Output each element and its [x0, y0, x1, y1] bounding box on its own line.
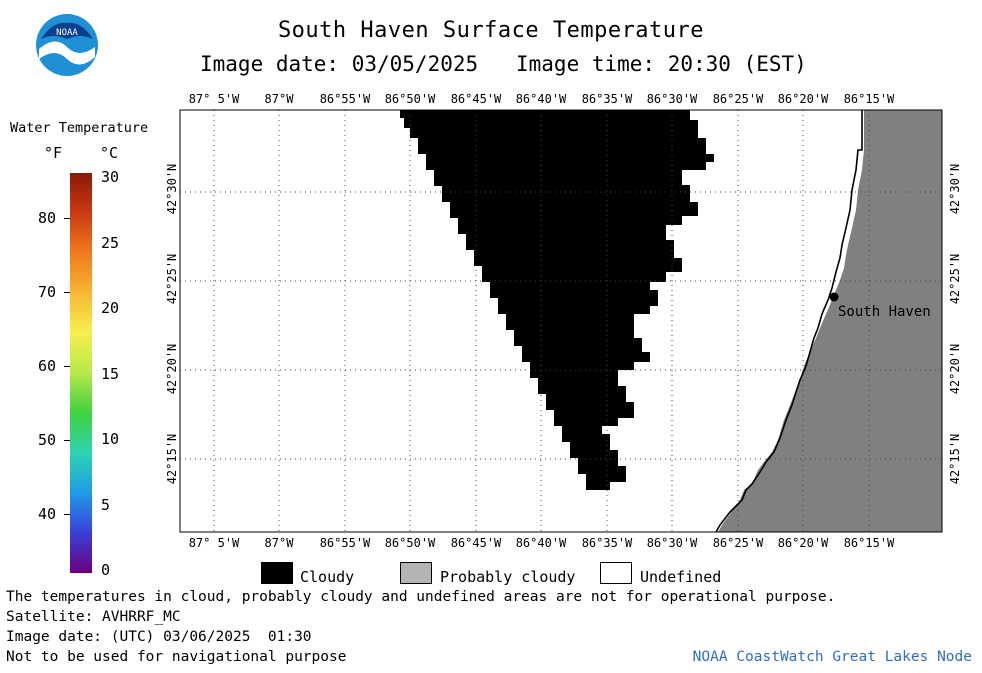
celsius-tick-label: 0	[101, 561, 111, 579]
image-date: Image date: 03/05/2025	[200, 52, 479, 76]
image-time: Image time: 20:30 (EST)	[516, 52, 807, 76]
satellite-info: Satellite: AVHRRF_MC	[6, 609, 181, 625]
longitude-label: 86°45'W	[450, 92, 502, 106]
longitude-label: 86°40'W	[515, 536, 567, 550]
longitude-label: 86°25'W	[712, 536, 764, 550]
fahrenheit-tick	[64, 440, 70, 441]
latitude-label: 42°20'N	[165, 343, 179, 395]
longitude-label: 87°W	[264, 92, 294, 106]
city-label: South Haven	[838, 304, 931, 320]
celsius-tick-label: 25	[101, 233, 120, 252]
disclaimer: The temperatures in cloud, probably clou…	[6, 589, 836, 605]
celsius-tick-label: 20	[101, 299, 120, 317]
utc-date: Image date: (UTC) 03/06/2025 01:30	[6, 629, 312, 645]
noaa-logo: NOAA	[35, 13, 99, 77]
longitude-label: 86°30'W	[646, 536, 698, 550]
legend-undefined-label: Undefined	[640, 568, 722, 586]
legend-cloudy-label: Cloudy	[300, 568, 355, 586]
celsius-tick-label: 10	[101, 430, 120, 448]
fahrenheit-tick	[64, 218, 70, 219]
longitude-label: 86°15'W	[843, 92, 895, 106]
longitude-label: 86°50'W	[384, 536, 436, 550]
legend-cloudy-swatch	[261, 562, 293, 584]
legend-probably-cloudy-swatch	[400, 562, 432, 584]
longitude-label: 86°20'W	[777, 536, 829, 550]
longitude-label: 86°20'W	[777, 92, 829, 106]
fahrenheit-tick	[64, 292, 70, 293]
longitude-label: 86°25'W	[712, 92, 764, 106]
longitude-label: 86°55'W	[319, 536, 371, 550]
fahrenheit-tick-label: 60	[38, 357, 57, 375]
latitude-label: 42°15'N	[165, 433, 179, 485]
longitude-label: 86°45'W	[450, 536, 502, 550]
latitude-label: 42°25'N	[948, 253, 962, 305]
coastline	[715, 110, 863, 533]
fahrenheit-tick-label: 70	[38, 283, 57, 301]
latitude-label: 42°25'N	[165, 253, 179, 305]
celsius-tick-label: 30	[101, 168, 120, 186]
map-title: South Haven Surface Temperature	[277, 18, 705, 43]
celsius-tick-label: 5	[101, 495, 111, 514]
fahrenheit-tick	[64, 366, 70, 367]
celsius-tick-label: 15	[101, 364, 120, 383]
unit-fahrenheit: °F	[44, 144, 63, 162]
latitude-label: 42°15'N	[948, 433, 962, 485]
fahrenheit-tick-label: 40	[38, 505, 57, 523]
latitude-label: 42°30'N	[948, 163, 962, 215]
colorbar-title: Water Temperature	[10, 120, 149, 136]
svg-text:NOAA: NOAA	[56, 28, 78, 38]
land-area	[718, 110, 942, 532]
longitude-label: 86°30'W	[646, 92, 698, 106]
cloudy-area	[400, 110, 714, 490]
longitude-label: 86°55'W	[319, 92, 371, 106]
latitude-label: 42°20'N	[948, 343, 962, 395]
nav-warning: Not to be used for navigational purpose	[6, 649, 347, 665]
legend-probably-cloudy-label: Probably cloudy	[440, 568, 576, 586]
graticule	[180, 110, 942, 532]
colorbar	[70, 173, 92, 573]
fahrenheit-tick-label: 50	[38, 431, 57, 449]
longitude-label: 86°15'W	[843, 536, 895, 550]
latitude-label: 42°30'N	[165, 163, 179, 215]
map-frame	[179, 109, 943, 533]
fahrenheit-tick	[64, 514, 70, 515]
longitude-label: 87° 5'W	[188, 92, 240, 106]
unit-celsius: °C	[100, 144, 119, 162]
legend-undefined-swatch	[600, 562, 632, 584]
longitude-label: 86°35'W	[581, 536, 633, 550]
city-marker	[829, 292, 839, 302]
longitude-label: 86°40'W	[515, 92, 567, 106]
fahrenheit-tick-label: 80	[38, 209, 57, 227]
noaa-logo-icon: NOAA	[36, 14, 98, 76]
credit-link[interactable]: NOAA CoastWatch Great Lakes Node	[692, 649, 972, 665]
longitude-label: 86°35'W	[581, 92, 633, 106]
longitude-label: 87° 5'W	[188, 536, 240, 550]
longitude-label: 86°50'W	[384, 92, 436, 106]
longitude-label: 87°W	[264, 536, 294, 550]
